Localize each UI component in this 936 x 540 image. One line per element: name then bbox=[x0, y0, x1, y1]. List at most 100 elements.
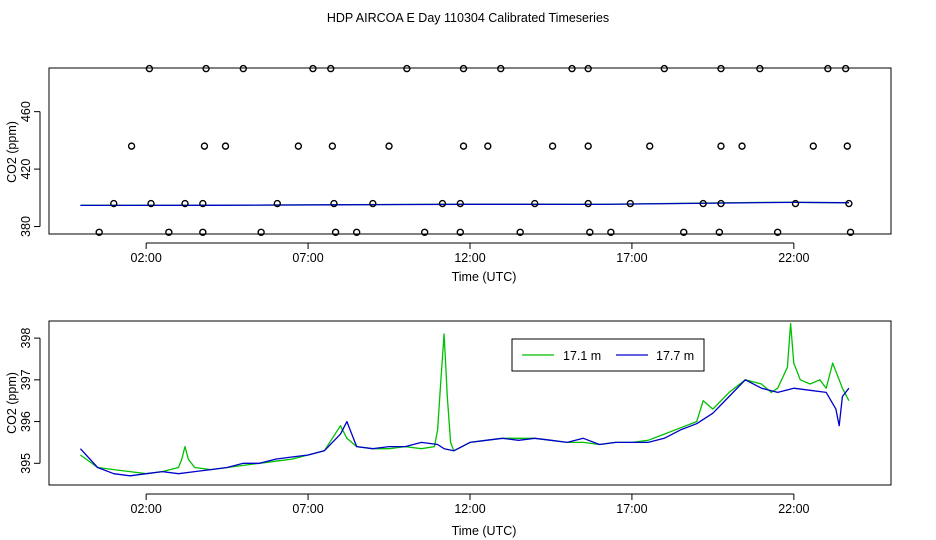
top-x-tick-label: 02:00 bbox=[131, 251, 162, 265]
top-data-point bbox=[607, 228, 615, 236]
bottom-x-tick-label: 07:00 bbox=[292, 502, 323, 516]
top-data-point bbox=[330, 199, 338, 208]
top-x-tick-label: 22:00 bbox=[778, 251, 809, 265]
top-data-point bbox=[809, 142, 817, 150]
top-data-point bbox=[845, 199, 853, 208]
top-data-point bbox=[294, 142, 303, 150]
bottom-x-tick-label: 22:00 bbox=[778, 502, 809, 516]
top-data-point bbox=[584, 199, 592, 208]
top-data-point bbox=[841, 64, 850, 73]
top-data-point bbox=[699, 199, 707, 208]
top-series-line-1 bbox=[80, 201, 849, 207]
top-points bbox=[95, 64, 855, 236]
bottom-x-axis: 02:00 07:00 12:00 17:00 22:00 bbox=[131, 493, 810, 516]
top-data-point bbox=[584, 142, 592, 150]
top-data-point bbox=[127, 142, 136, 150]
top-data-point bbox=[200, 142, 209, 150]
bottom-y-tick-label: 398 bbox=[19, 328, 33, 349]
top-data-point bbox=[680, 228, 688, 236]
bottom-y-axis: 395 396 397 398 bbox=[19, 328, 41, 474]
top-plot-frame bbox=[48, 67, 892, 235]
figure-title: HDP AIRCOA E Day 110304 Calibrated Times… bbox=[327, 11, 609, 25]
top-data-point bbox=[791, 199, 800, 208]
bottom-y-axis-label: CO2 (ppm) bbox=[5, 372, 19, 434]
top-data-point bbox=[717, 142, 725, 150]
top-data-point bbox=[202, 64, 210, 73]
top-data-point bbox=[199, 228, 207, 236]
top-data-point bbox=[584, 64, 592, 73]
top-data-point bbox=[331, 228, 340, 236]
top-data-point bbox=[548, 142, 557, 150]
top-data-point bbox=[199, 199, 207, 208]
bottom-x-tick-label: 12:00 bbox=[454, 502, 485, 516]
top-data-point bbox=[586, 228, 594, 236]
top-data-point bbox=[309, 64, 317, 73]
top-data-point bbox=[181, 199, 189, 208]
top-data-point bbox=[531, 199, 539, 208]
top-data-point bbox=[497, 64, 505, 73]
top-series-lines bbox=[80, 201, 849, 207]
top-data-point bbox=[95, 228, 103, 236]
top-data-point bbox=[568, 64, 576, 73]
top-y-tick-label: 380 bbox=[19, 216, 33, 237]
top-x-axis-label: Time (UTC) bbox=[452, 270, 517, 284]
bottom-series-lines bbox=[79, 322, 850, 477]
bottom-x-axis-label: Time (UTC) bbox=[452, 524, 517, 538]
bottom-y-tick-label: 396 bbox=[19, 411, 33, 432]
top-data-point bbox=[824, 64, 832, 73]
top-data-point bbox=[715, 228, 724, 236]
top-x-tick-label: 07:00 bbox=[292, 251, 323, 265]
top-data-point bbox=[328, 142, 337, 150]
top-data-point bbox=[327, 64, 335, 73]
top-x-tick-label: 17:00 bbox=[616, 251, 647, 265]
top-data-point bbox=[438, 199, 447, 208]
legend: 17.1 m 17.7 m bbox=[511, 338, 705, 372]
bottom-x-tick-label: 17:00 bbox=[616, 502, 647, 516]
bottom-chart: 02:00 07:00 12:00 17:00 22:00 395 396 397 398 T… bbox=[5, 320, 892, 538]
top-data-point bbox=[843, 142, 851, 150]
top-data-point bbox=[147, 199, 155, 208]
top-data-point bbox=[756, 64, 764, 73]
top-data-point bbox=[385, 142, 393, 150]
top-data-point bbox=[165, 228, 173, 236]
top-data-point bbox=[369, 199, 377, 208]
top-data-point bbox=[646, 142, 654, 150]
legend-label-17-1m: 17.1 m bbox=[563, 349, 601, 363]
top-y-axis: 380 420 460 bbox=[19, 101, 41, 237]
top-data-point bbox=[846, 228, 855, 236]
top-chart: 02:00 07:00 12:00 17:00 22:00 380 420 460 Time… bbox=[5, 64, 892, 284]
top-data-point bbox=[110, 199, 118, 208]
bottom-series-line-1 bbox=[79, 379, 850, 477]
top-data-point bbox=[626, 199, 635, 208]
top-y-tick-label: 460 bbox=[19, 101, 33, 122]
top-data-point bbox=[717, 199, 725, 208]
top-data-point bbox=[456, 228, 464, 236]
bottom-series-line-0 bbox=[80, 322, 850, 475]
top-y-tick-label: 420 bbox=[19, 159, 33, 180]
top-data-point bbox=[738, 142, 746, 150]
bottom-plot-frame bbox=[48, 320, 892, 486]
top-data-point bbox=[257, 228, 265, 236]
bottom-x-tick-label: 02:00 bbox=[131, 502, 162, 516]
top-data-point bbox=[221, 142, 230, 150]
top-data-point bbox=[145, 64, 154, 73]
top-data-point bbox=[352, 228, 361, 236]
bottom-y-tick-label: 395 bbox=[19, 453, 33, 474]
top-data-point bbox=[717, 64, 725, 73]
top-y-axis-label: CO2 (ppm) bbox=[5, 121, 19, 183]
top-data-point bbox=[484, 142, 492, 150]
top-data-point bbox=[660, 64, 669, 73]
top-data-point bbox=[456, 199, 464, 208]
top-data-point bbox=[773, 228, 782, 236]
bottom-y-tick-label: 397 bbox=[19, 369, 33, 390]
top-data-point bbox=[459, 64, 468, 73]
top-data-point bbox=[273, 199, 282, 208]
top-x-tick-label: 12:00 bbox=[454, 251, 485, 265]
top-data-point bbox=[420, 228, 429, 236]
top-x-axis: 02:00 07:00 12:00 17:00 22:00 bbox=[131, 242, 810, 265]
top-data-point bbox=[459, 142, 468, 150]
top-data-point bbox=[516, 228, 524, 236]
legend-label-17-7m: 17.7 m bbox=[656, 349, 694, 363]
top-data-point bbox=[403, 64, 411, 73]
